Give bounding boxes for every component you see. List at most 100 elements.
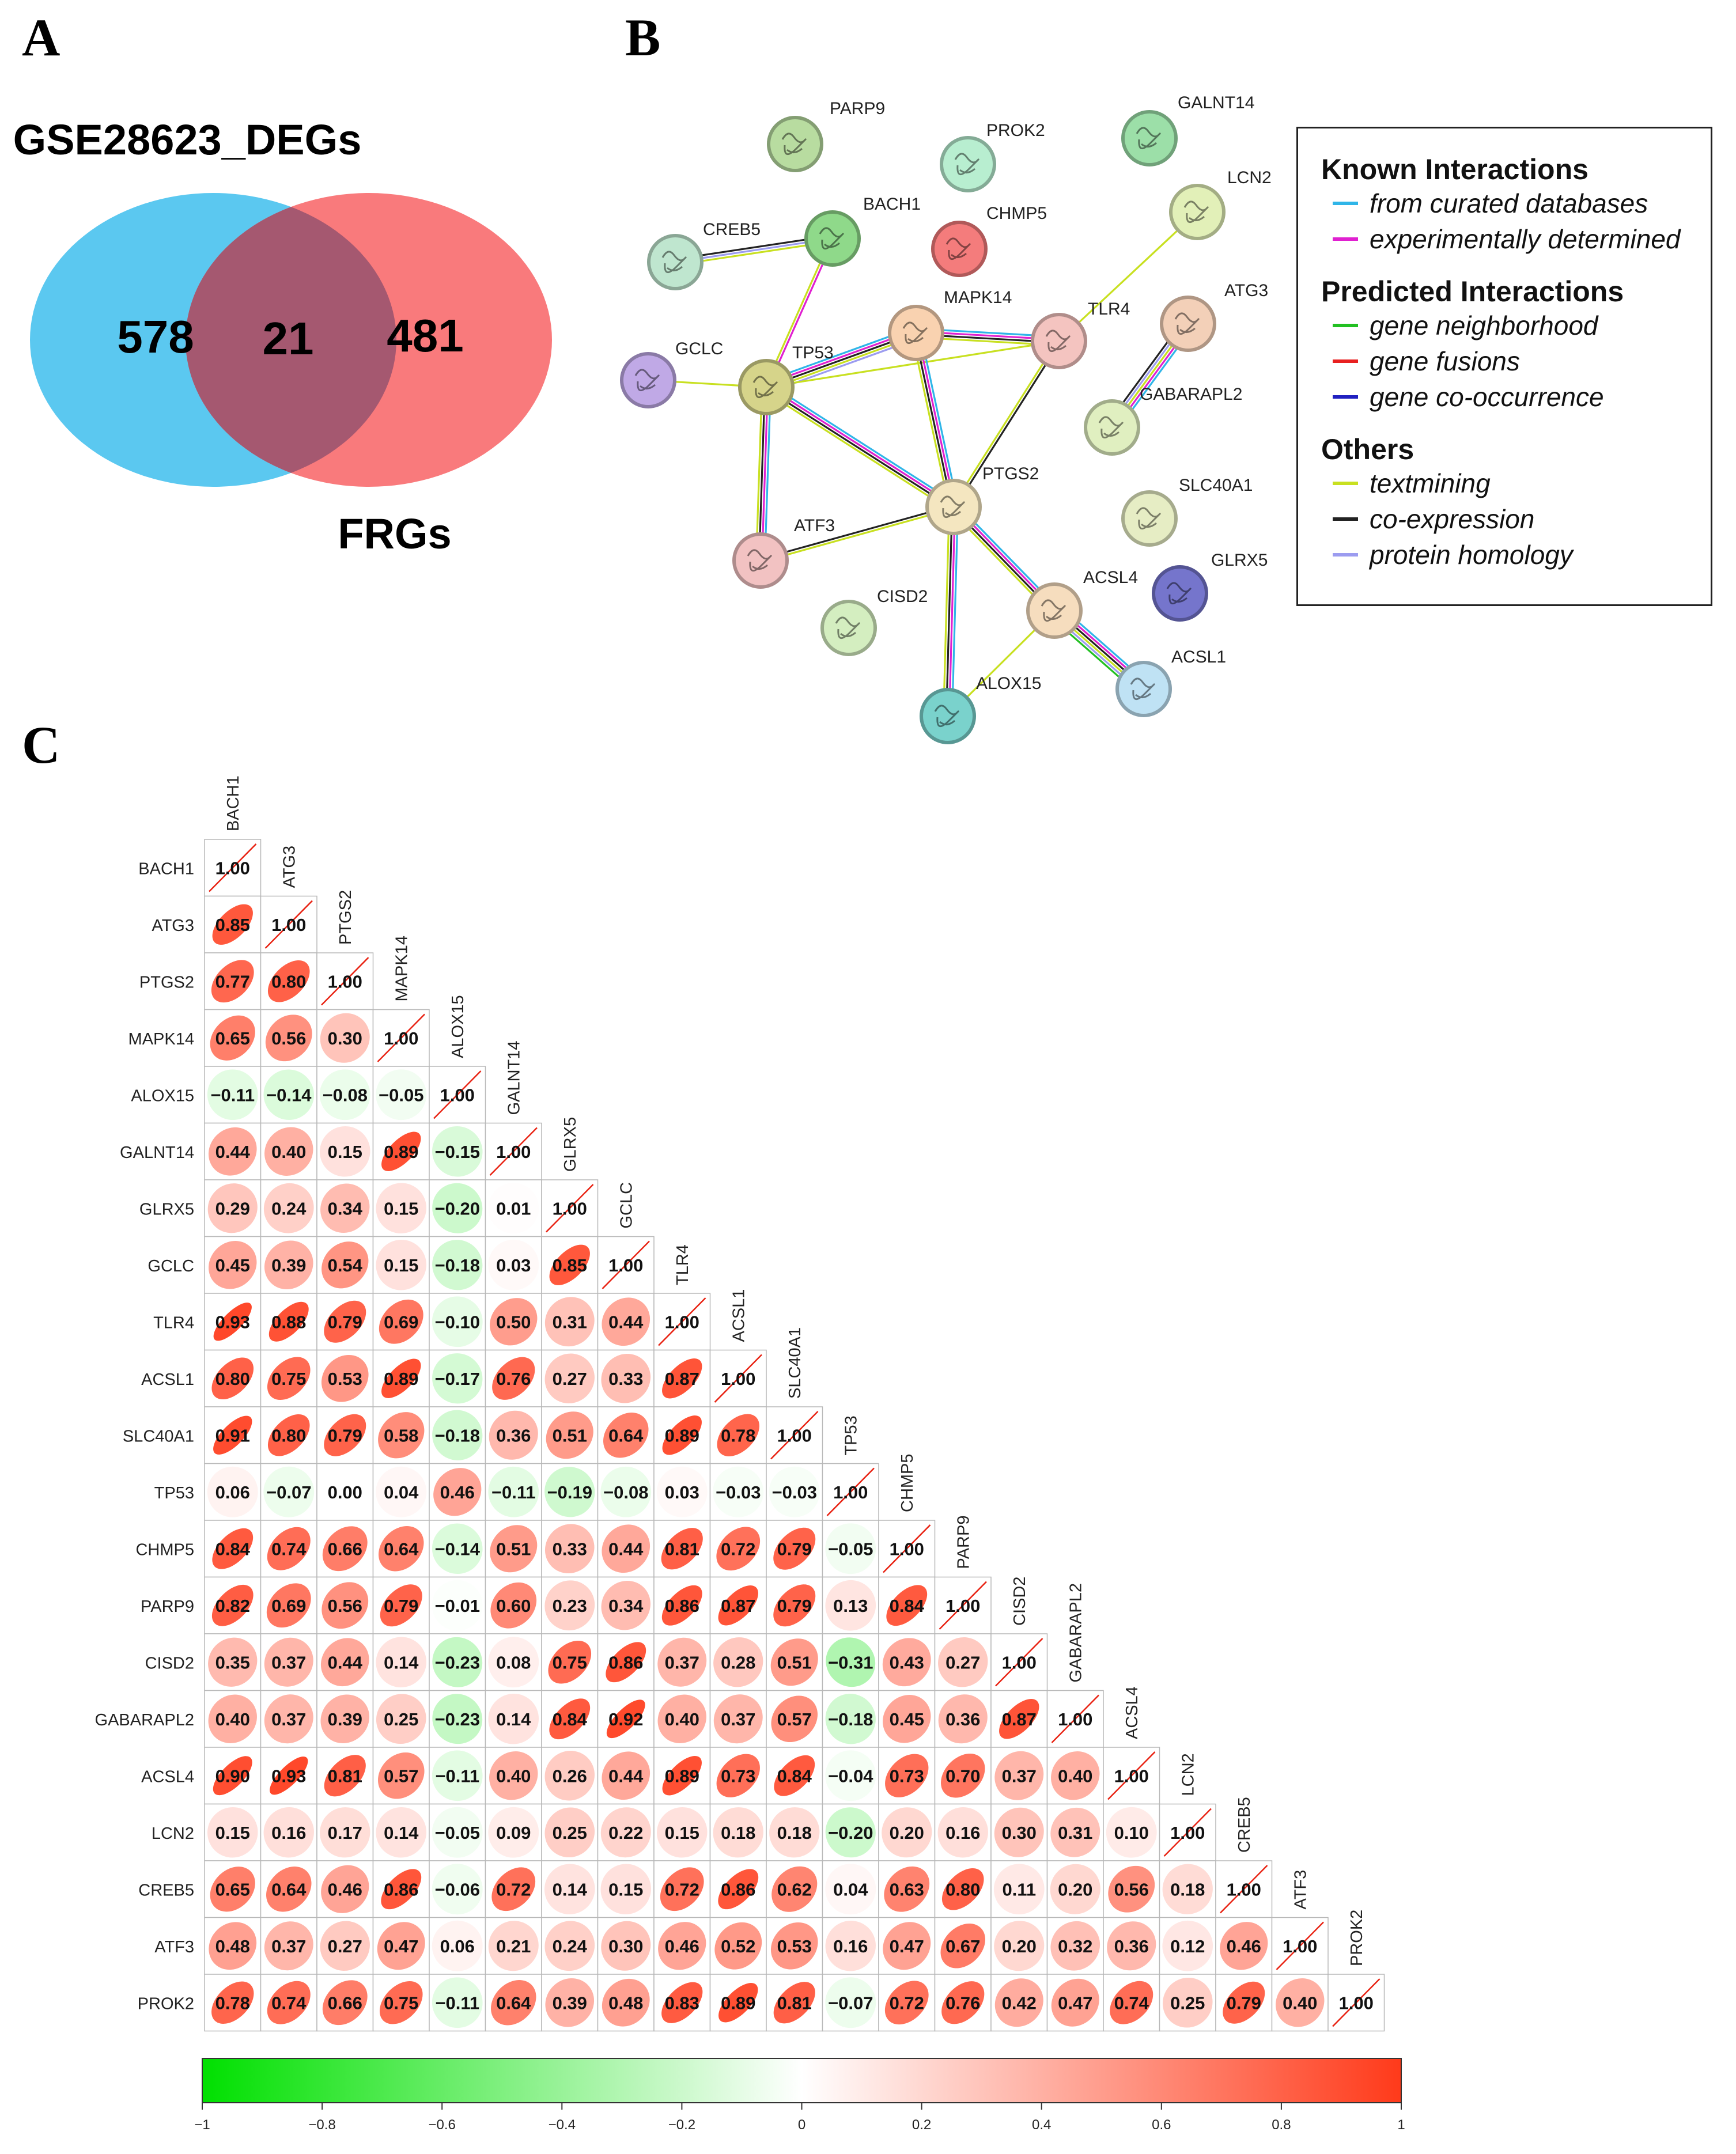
correlation-ellipse <box>544 1353 595 1403</box>
node-chmp5[interactable]: CHMP5 <box>931 204 1047 277</box>
correlation-value: 0.62 <box>777 1879 812 1899</box>
correlation-ellipse <box>432 1240 483 1290</box>
correlation-ellipse <box>320 1013 370 1063</box>
correlation-ellipse <box>548 1640 592 1684</box>
node-prok2[interactable]: PROK2 <box>940 121 1045 192</box>
node-acsl1[interactable]: ACSL1 <box>1115 648 1226 717</box>
legend-item: textmining <box>1333 466 1491 501</box>
diagonal-mark <box>939 1581 987 1630</box>
node-atf3[interactable]: ATF3 <box>732 516 835 589</box>
correlation-ellipse <box>267 1527 311 1570</box>
matrix-cell: 0.72 <box>485 1860 542 1918</box>
correlation-ellipse <box>432 1637 483 1687</box>
correlation-value: 0.91 <box>215 1425 250 1445</box>
correlation-ellipse <box>657 1694 706 1743</box>
correlation-ellipse <box>488 1466 539 1517</box>
node-acsl4[interactable]: ACSL4 <box>1026 568 1138 639</box>
matrix-cell: −0.03 <box>766 1463 823 1521</box>
correlation-value: −0.19 <box>547 1482 592 1502</box>
node-atg3[interactable]: ATG3 <box>1160 281 1268 352</box>
node-circle <box>925 479 982 535</box>
correlation-value: 0.87 <box>721 1596 755 1616</box>
legend-item: gene co-occurrence <box>1333 380 1604 414</box>
row-label: GALNT14 <box>120 1144 194 1162</box>
correlation-ellipse <box>1162 1864 1213 1914</box>
node-label: PTGS2 <box>982 464 1039 483</box>
correlation-value: 0.16 <box>945 1823 980 1843</box>
column-label: CHMP5 <box>898 1453 917 1512</box>
correlation-ellipse <box>267 1981 311 2024</box>
correlation-ellipse <box>432 1183 483 1233</box>
correlation-value: 0.89 <box>384 1369 418 1389</box>
column-label: GALNT14 <box>505 1041 523 1115</box>
matrix-cell: 0.15 <box>372 1236 430 1294</box>
node-label: GALNT14 <box>1178 93 1254 112</box>
node-label: GLRX5 <box>1211 551 1268 570</box>
correlation-value: 0.04 <box>384 1482 419 1502</box>
node-tp53[interactable]: TP53 <box>738 343 834 415</box>
node-gabarapl2[interactable]: GABARAPL2 <box>1084 385 1242 456</box>
row-label: BACH1 <box>138 860 194 878</box>
node-glrx5[interactable]: GLRX5 <box>1152 551 1268 622</box>
node-gclc[interactable]: GCLC <box>620 339 723 408</box>
matrix-cell: 0.50 <box>485 1293 542 1351</box>
node-bach1[interactable]: BACH1 <box>804 195 921 267</box>
edge-mapk14-ptgs2-curated <box>919 332 959 506</box>
node-circle <box>1031 313 1087 369</box>
correlation-value: 0.72 <box>890 1993 924 2013</box>
correlation-value: 0.79 <box>384 1596 418 1616</box>
colorbar-tick: −0.8 <box>308 2103 336 2133</box>
correlation-value: 0.76 <box>496 1369 531 1389</box>
correlation-ellipse <box>544 1524 595 1574</box>
correlation-value: 0.65 <box>215 1879 250 1899</box>
node-mapk14[interactable]: MAPK14 <box>888 288 1012 361</box>
legend-swatch <box>1333 324 1358 327</box>
correlation-value: 0.51 <box>777 1652 812 1672</box>
correlation-value: 0.37 <box>721 1709 755 1729</box>
matrix-labels: BACH1 BACH1 ATG3 ATG3 PTGS2 PTGS2 MAPK14 MAPK14… <box>95 775 1366 2013</box>
row-label: SLC40A1 <box>123 1427 194 1445</box>
correlation-value: 0.93 <box>215 1312 250 1332</box>
correlation-ellipse <box>490 1525 538 1573</box>
correlation-value: 0.72 <box>721 1539 755 1559</box>
matrix-cell: 0.17 <box>316 1803 374 1861</box>
correlation-ellipse <box>488 1239 539 1290</box>
correlation-value: 0.45 <box>215 1255 250 1275</box>
matrix-cell: 0.16 <box>260 1803 317 1861</box>
correlation-ellipse <box>544 1297 595 1347</box>
node-ptgs2[interactable]: PTGS2 <box>925 464 1039 535</box>
matrix-cell: −0.01 <box>429 1576 486 1634</box>
correlation-ellipse <box>601 1581 650 1630</box>
correlation-value: 0.43 <box>890 1652 924 1672</box>
matrix-cell: 0.14 <box>372 1803 430 1861</box>
node-cisd2[interactable]: CISD2 <box>820 587 928 656</box>
node-creb5[interactable]: CREB5 <box>647 220 761 290</box>
node-lcn2[interactable]: LCN2 <box>1169 168 1272 240</box>
correlation-ellipse <box>264 1240 313 1290</box>
legend-section-title: Others <box>1321 433 1414 465</box>
correlation-value: 0.04 <box>833 1879 868 1899</box>
diagonal-mark <box>1107 1751 1156 1800</box>
node-galnt14[interactable]: GALNT14 <box>1121 93 1254 166</box>
matrix-cell: 1.00 <box>709 1349 767 1407</box>
correlation-value: 0.66 <box>328 1539 362 1559</box>
correlation-value: 0.56 <box>1114 1879 1149 1899</box>
correlation-value: −0.18 <box>435 1425 480 1445</box>
correlation-ellipse <box>207 1183 258 1233</box>
correlation-value: −0.14 <box>435 1539 481 1559</box>
correlation-value: 0.80 <box>215 1369 250 1389</box>
node-circle <box>820 600 877 656</box>
correlation-value: 0.25 <box>553 1823 587 1843</box>
matrix-cell: 0.62 <box>766 1860 823 1918</box>
node-alox15[interactable]: ALOX15 <box>920 674 1041 744</box>
matrix-cell: −0.18 <box>429 1236 486 1294</box>
correlation-ellipse <box>432 1920 483 1971</box>
matrix-cell: 0.72 <box>878 1974 936 2032</box>
node-parp9[interactable]: PARP9 <box>767 99 885 172</box>
correlation-ellipse <box>1050 1921 1100 1971</box>
correlation-value: 0.22 <box>608 1823 643 1843</box>
row-label: ACSL4 <box>141 1767 194 1786</box>
correlation-ellipse <box>662 1358 702 1399</box>
node-slc40a1[interactable]: SLC40A1 <box>1121 476 1253 547</box>
node-tlr4[interactable]: TLR4 <box>1031 300 1130 369</box>
